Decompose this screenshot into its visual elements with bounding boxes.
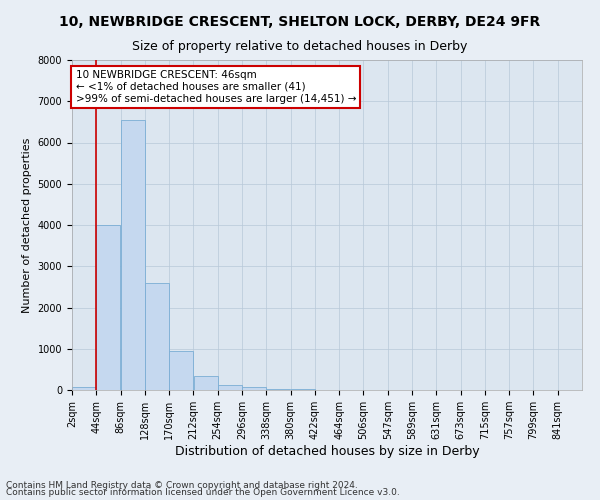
Bar <box>97 225 121 390</box>
Bar <box>194 376 218 390</box>
Bar <box>145 283 169 390</box>
Y-axis label: Number of detached properties: Number of detached properties <box>22 138 32 312</box>
Bar <box>169 351 193 390</box>
X-axis label: Distribution of detached houses by size in Derby: Distribution of detached houses by size … <box>175 445 479 458</box>
Bar <box>266 388 290 390</box>
Text: 10, NEWBRIDGE CRESCENT, SHELTON LOCK, DERBY, DE24 9FR: 10, NEWBRIDGE CRESCENT, SHELTON LOCK, DE… <box>59 15 541 29</box>
Text: Contains public sector information licensed under the Open Government Licence v3: Contains public sector information licen… <box>6 488 400 497</box>
Text: Contains HM Land Registry data © Crown copyright and database right 2024.: Contains HM Land Registry data © Crown c… <box>6 480 358 490</box>
Text: 10 NEWBRIDGE CRESCENT: 46sqm
← <1% of detached houses are smaller (41)
>99% of s: 10 NEWBRIDGE CRESCENT: 46sqm ← <1% of de… <box>76 70 356 104</box>
Bar <box>242 386 266 390</box>
Bar <box>121 120 145 390</box>
Text: Size of property relative to detached houses in Derby: Size of property relative to detached ho… <box>133 40 467 53</box>
Bar <box>72 387 96 390</box>
Bar <box>218 386 242 390</box>
